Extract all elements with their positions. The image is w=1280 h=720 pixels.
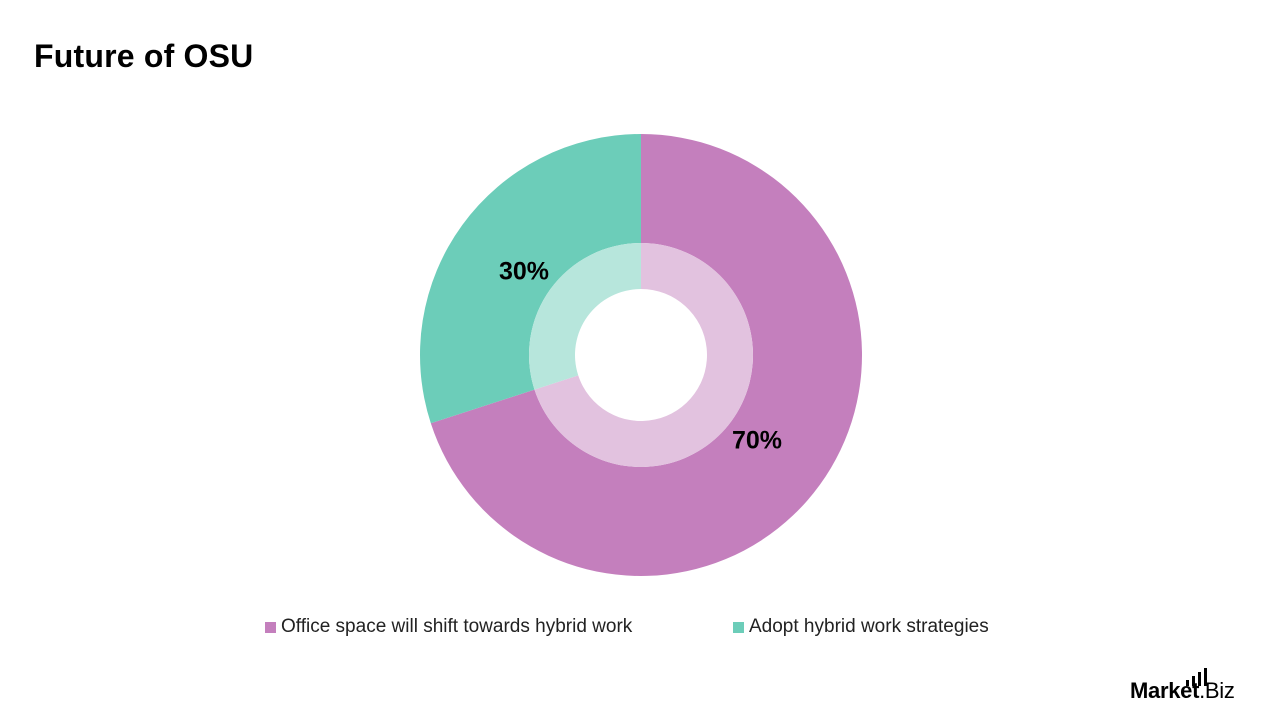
legend-item-office-space[interactable]: Office space will shift towards hybrid w… bbox=[265, 616, 632, 638]
donut-slice-outer[interactable] bbox=[430, 134, 863, 577]
legend-swatch-icon bbox=[265, 621, 276, 633]
data-label-office-space: 70% bbox=[731, 426, 783, 455]
donut-slice-outer[interactable] bbox=[420, 134, 641, 424]
logo-suffix: .Biz bbox=[1199, 678, 1235, 703]
chart-title: Future of OSU bbox=[34, 38, 254, 74]
legend-item-adopt-hybrid[interactable]: Adopt hybrid work strategies bbox=[733, 616, 989, 638]
legend-label: Office space will shift towards hybrid w… bbox=[281, 616, 633, 637]
chart-legend: Office space will shift towards hybrid w… bbox=[0, 616, 1280, 640]
donut-slice-inner[interactable] bbox=[529, 243, 641, 390]
legend-swatch-icon bbox=[733, 621, 744, 633]
legend-label: Adopt hybrid work strategies bbox=[749, 616, 989, 637]
bar-chart-icon bbox=[1186, 668, 1207, 686]
marketbiz-logo: Market.Biz bbox=[1130, 668, 1260, 708]
data-label-adopt-hybrid: 30% bbox=[498, 257, 550, 286]
donut-slice-inner[interactable] bbox=[534, 243, 753, 467]
logo-main: Market bbox=[1130, 678, 1200, 703]
